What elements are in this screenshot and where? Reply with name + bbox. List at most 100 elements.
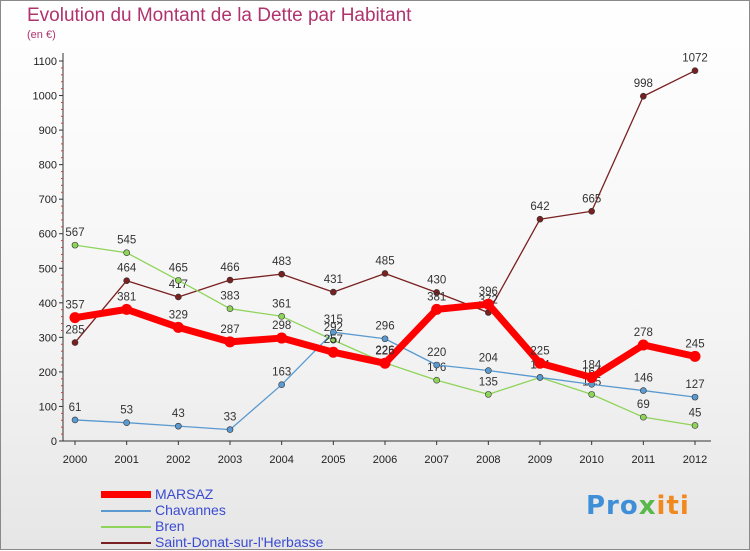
data-point-marsaz	[482, 298, 494, 310]
x-tick-label: 2007	[424, 454, 448, 466]
data-point-saint-donat-sur-l-herbasse	[691, 67, 699, 74]
data-point-chavannes	[226, 426, 234, 433]
data-point-chavannes	[536, 374, 544, 381]
data-label-bren: 135	[479, 376, 498, 388]
data-label-chavannes: 163	[272, 367, 291, 379]
data-point-saint-donat-sur-l-herbasse	[433, 289, 440, 296]
data-point-chavannes	[433, 361, 440, 369]
data-point-bren	[640, 413, 647, 421]
legend-swatch	[101, 542, 151, 544]
chart-title: Evolution du Montant de la Dette par Hab…	[27, 5, 412, 26]
data-label-marsaz: 381	[427, 291, 446, 303]
data-label-chavannes: 146	[634, 373, 653, 385]
data-label-marsaz: 225	[530, 345, 549, 357]
data-point-chavannes	[71, 416, 79, 424]
legend-swatch	[101, 510, 151, 512]
data-point-marsaz	[637, 339, 649, 351]
data-label-bren: 292	[324, 322, 343, 334]
data-label-marsaz: 278	[634, 327, 653, 339]
data-point-bren	[71, 241, 79, 249]
data-point-marsaz	[327, 346, 339, 358]
data-label-marsaz: 287	[220, 324, 239, 336]
proxiti-logo: Proxiti	[586, 491, 690, 521]
data-label-saint-donat-sur-l-herbasse: 665	[582, 193, 601, 205]
data-point-marsaz	[379, 357, 391, 369]
x-tick-label: 2004	[269, 454, 293, 466]
y-tick-label: 900	[39, 125, 57, 137]
legend-label: MARSAZ	[155, 486, 214, 502]
data-label-saint-donat-sur-l-herbasse: 417	[169, 279, 188, 291]
data-point-marsaz	[224, 336, 236, 348]
data-point-chavannes	[485, 367, 492, 374]
data-point-marsaz	[431, 303, 443, 315]
data-label-chavannes: 296	[375, 321, 394, 333]
data-point-bren	[433, 376, 440, 384]
x-tick-label: 2009	[528, 454, 552, 466]
legend-label: Chavannes	[155, 502, 226, 518]
data-point-chavannes	[278, 381, 285, 388]
data-point-marsaz	[586, 371, 598, 383]
data-label-chavannes: 61	[69, 402, 82, 414]
data-label-chavannes: 33	[224, 412, 237, 424]
y-tick-label: 800	[39, 160, 57, 172]
y-unit-label: (en €)	[27, 29, 56, 41]
y-tick-label: 1100	[33, 56, 57, 68]
data-point-saint-donat-sur-l-herbasse	[536, 215, 544, 223]
y-tick-label: 500	[39, 263, 57, 275]
data-point-bren	[175, 277, 182, 284]
data-label-marsaz: 396	[479, 286, 498, 298]
x-tick-label: 2000	[63, 454, 87, 466]
data-label-chavannes: 220	[427, 347, 446, 359]
data-label-bren: 69	[637, 399, 650, 411]
data-label-saint-donat-sur-l-herbasse: 464	[117, 263, 137, 275]
data-label-bren: 567	[65, 227, 84, 239]
y-tick-label: 1000	[33, 91, 57, 103]
data-point-saint-donat-sur-l-herbasse	[175, 293, 182, 301]
y-tick-label: 300	[39, 332, 57, 344]
x-tick-label: 2005	[321, 454, 345, 466]
data-point-marsaz	[69, 312, 81, 324]
data-label-chavannes: 127	[685, 379, 704, 391]
data-point-saint-donat-sur-l-herbasse	[588, 207, 595, 215]
y-tick-label: 700	[39, 194, 57, 206]
data-label-marsaz: 257	[324, 334, 343, 346]
data-point-saint-donat-sur-l-herbasse	[640, 92, 647, 100]
data-point-marsaz	[689, 350, 701, 362]
data-point-marsaz	[172, 321, 184, 333]
data-point-chavannes	[640, 387, 647, 394]
data-label-chavannes: 315	[324, 314, 343, 326]
data-point-saint-donat-sur-l-herbasse	[123, 277, 130, 285]
data-label-bren: 383	[220, 291, 239, 303]
x-tick-label: 2008	[476, 454, 500, 466]
data-label-bren: 361	[272, 298, 291, 310]
logo-part-1: Pro	[586, 491, 639, 521]
data-label-chavannes: 53	[120, 405, 133, 417]
data-label-marsaz: 184	[582, 359, 602, 371]
data-point-marsaz	[276, 332, 288, 344]
y-tick-label: 400	[39, 298, 57, 310]
data-label-saint-donat-sur-l-herbasse: 430	[427, 274, 446, 286]
data-point-chavannes	[123, 419, 130, 426]
data-label-saint-donat-sur-l-herbasse: 431	[324, 274, 343, 286]
x-tick-label: 2002	[166, 454, 190, 466]
y-tick-label: 100	[39, 401, 57, 413]
data-point-chavannes	[691, 393, 699, 401]
x-tick-label: 2003	[218, 454, 242, 466]
data-label-bren: 465	[169, 262, 188, 274]
data-point-bren	[330, 336, 337, 344]
x-tick-label: 2001	[114, 454, 138, 466]
data-point-chavannes	[381, 335, 389, 343]
data-point-marsaz	[121, 303, 133, 315]
logo-part-2: x	[638, 491, 657, 521]
data-label-bren: 45	[689, 407, 702, 419]
legend-swatch	[101, 491, 151, 498]
legend-swatch	[101, 526, 151, 528]
series-line-saint-donat-sur-l-herbasse	[74, 70, 696, 344]
data-point-bren	[485, 391, 492, 398]
data-label-saint-donat-sur-l-herbasse: 466	[220, 262, 239, 274]
data-point-saint-donat-sur-l-herbasse	[330, 288, 337, 296]
data-label-chavannes: 204	[479, 353, 499, 365]
data-point-saint-donat-sur-l-herbasse	[381, 270, 389, 277]
x-tick-label: 2012	[683, 454, 707, 466]
